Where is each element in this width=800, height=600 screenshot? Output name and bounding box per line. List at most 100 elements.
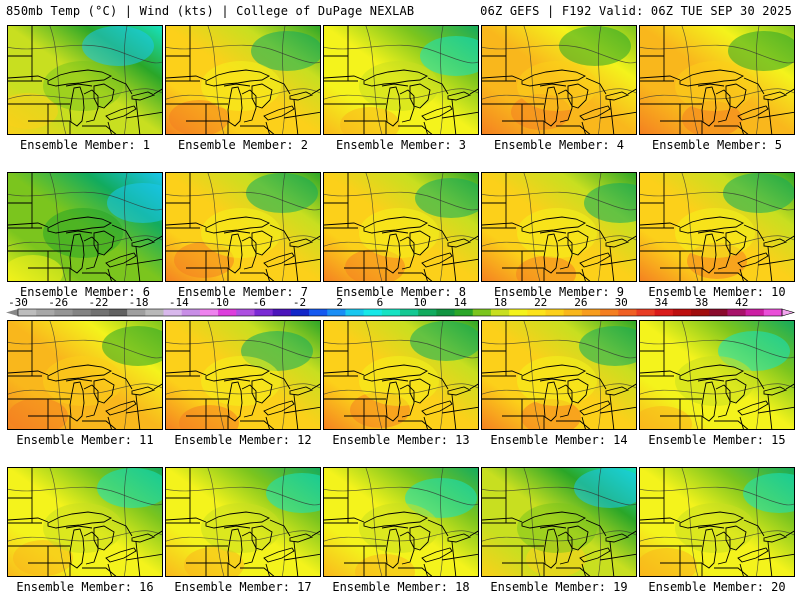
colorbar-swatch (418, 309, 437, 316)
colorbar-swatch (290, 309, 310, 316)
ensemble-member-label: Ensemble Member: 4 (493, 138, 625, 152)
colorbar-tick-label: 14 (454, 296, 468, 309)
colorbar-swatch (600, 309, 619, 316)
colorbar-tick-label: -26 (48, 296, 68, 309)
colorbar-swatch (527, 309, 547, 316)
ensemble-map-panel (481, 467, 637, 577)
colorbar-swatch (363, 309, 383, 316)
colorbar-swatch (654, 309, 674, 316)
colorbar-tick-label: -6 (253, 296, 266, 309)
colorbar-swatch (490, 309, 510, 316)
ensemble-map-panel (323, 320, 479, 430)
colorbar-swatch (18, 309, 37, 316)
ensemble-member-label: Ensemble Member: 11 (16, 433, 154, 447)
ensemble-member-label: Ensemble Member: 10 (648, 285, 786, 299)
ensemble-map-panel (481, 320, 637, 430)
colorbar-swatch (36, 309, 55, 316)
colorbar-tick-label: 10 (413, 296, 426, 309)
colorbar-swatch (436, 309, 456, 316)
ensemble-member-label: Ensemble Member: 16 (16, 580, 154, 594)
colorbar-swatch (327, 309, 346, 316)
ensemble-map-panel (323, 467, 479, 577)
colorbar-tick-label: 38 (695, 296, 708, 309)
colorbar-swatch (709, 309, 728, 316)
ensemble-member-label: Ensemble Member: 12 (174, 433, 312, 447)
colorbar-swatch (636, 309, 656, 316)
colorbar-swatch (72, 309, 92, 316)
ensemble-map-panel (165, 467, 321, 577)
ensemble-map-panel (7, 467, 163, 577)
colorbar-swatch (545, 309, 565, 316)
ensemble-member-label: Ensemble Member: 13 (332, 433, 470, 447)
colorbar-left-arrow (6, 309, 18, 316)
ensemble-map-panel (165, 25, 321, 135)
colorbar-swatch (272, 309, 292, 316)
colorbar-swatch (345, 309, 365, 316)
ensemble-member-label: Ensemble Member: 15 (648, 433, 786, 447)
ensemble-map-panel (7, 320, 163, 430)
colorbar-swatch (254, 309, 274, 316)
colorbar-swatch (163, 309, 183, 316)
header-title: 850mb Temp (°C) | Wind (kts) | College o… (6, 4, 415, 18)
colorbar-swatch (509, 309, 528, 316)
ensemble-member-label: Ensemble Member: 9 (493, 285, 625, 299)
ensemble-member-label: Ensemble Member: 19 (490, 580, 628, 594)
colorbar-swatch (90, 309, 110, 316)
colorbar-tick-label: 34 (655, 296, 669, 309)
ensemble-member-label: Ensemble Member: 8 (335, 285, 467, 299)
colorbar-tick-label: 30 (615, 296, 628, 309)
ensemble-map-panel (323, 25, 479, 135)
colorbar-swatch (54, 309, 74, 316)
colorbar-tick-label: 42 (735, 296, 748, 309)
colorbar-tick-label: 26 (574, 296, 587, 309)
ensemble-map-panel (323, 172, 479, 282)
colorbar-swatch (381, 309, 401, 316)
colorbar-tick-label: 18 (494, 296, 507, 309)
ensemble-member-label: Ensemble Member: 7 (177, 285, 309, 299)
colorbar-swatch (400, 309, 419, 316)
ensemble-map-panel (165, 320, 321, 430)
ensemble-map-panel (639, 172, 795, 282)
ensemble-map-panel (639, 467, 795, 577)
colorbar-tick-label: 6 (377, 296, 384, 309)
ensemble-map-panel (7, 25, 163, 135)
ensemble-member-label: Ensemble Member: 2 (177, 138, 309, 152)
colorbar-swatch (581, 309, 601, 316)
colorbar-swatch (199, 309, 219, 316)
ensemble-member-label: Ensemble Member: 5 (651, 138, 783, 152)
temperature-colorbar: -30 -26 -22 -18 -14 -10 -6 -2 2 6 10 14 18 22 26 30 34 38… (6, 296, 796, 317)
ensemble-map-panel (7, 172, 163, 282)
colorbar-swatch (472, 309, 492, 316)
colorbar-tick-label: -2 (293, 296, 306, 309)
ensemble-member-label: Ensemble Member: 18 (332, 580, 470, 594)
colorbar-swatch (745, 309, 765, 316)
colorbar-swatch (454, 309, 474, 316)
ensemble-map-panel (481, 172, 637, 282)
colorbar-swatch (691, 309, 710, 316)
colorbar-swatch (236, 309, 255, 316)
ensemble-map-panel (639, 25, 795, 135)
ensemble-member-label: Ensemble Member: 6 (19, 285, 151, 299)
ensemble-member-label: Ensemble Member: 3 (335, 138, 467, 152)
ensemble-map-panel (481, 25, 637, 135)
colorbar-tick-label: -18 (129, 296, 149, 309)
ensemble-map-panel (165, 172, 321, 282)
ensemble-member-label: Ensemble Member: 20 (648, 580, 786, 594)
colorbar-swatch (218, 309, 237, 316)
ensemble-map-panel (639, 320, 795, 430)
colorbar-swatch (309, 309, 328, 316)
colorbar-swatch (618, 309, 637, 316)
colorbar-tick-label: -30 (8, 296, 28, 309)
colorbar-right-arrow (781, 308, 796, 317)
colorbar-swatch (727, 309, 747, 316)
colorbar-swatch (763, 309, 783, 316)
colorbar-swatch (672, 309, 692, 316)
colorbar-tick-label: -14 (169, 296, 189, 309)
colorbar-tick-label: -22 (88, 296, 108, 309)
colorbar-swatch (108, 309, 128, 316)
colorbar-tick-label: 2 (336, 296, 343, 309)
header-valid-time: 06Z GEFS | F192 Valid: 06Z TUE SEP 30 20… (480, 4, 792, 18)
colorbar-swatch (145, 309, 165, 316)
ensemble-member-label: Ensemble Member: 14 (490, 433, 628, 447)
colorbar-swatch (563, 309, 583, 316)
